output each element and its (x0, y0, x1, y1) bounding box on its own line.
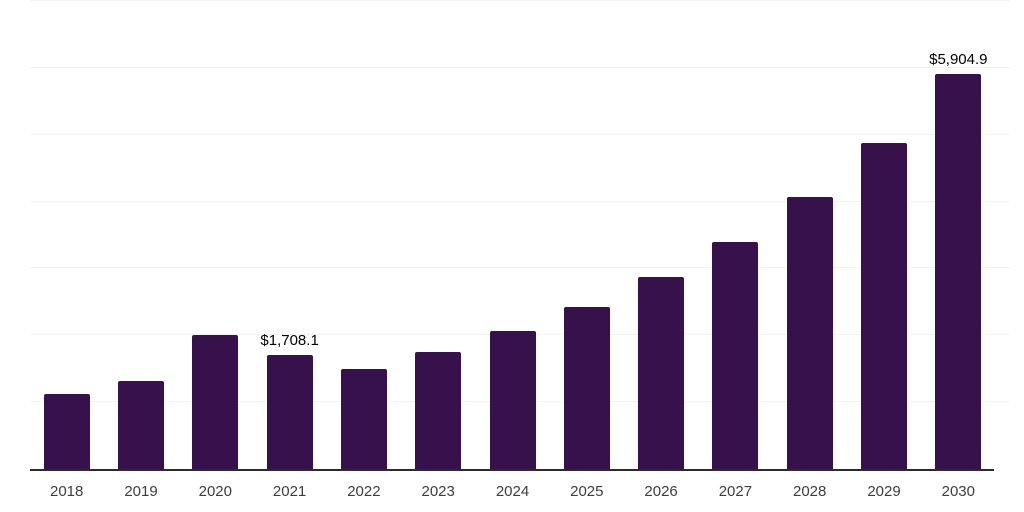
x-tick-label-2020: 2020 (198, 483, 232, 500)
data-label-2030: $5,904.9 (929, 51, 988, 69)
bar-2025 (563, 307, 610, 469)
x-tick-label-2029: 2029 (867, 483, 901, 500)
data-label-2021: $1,708.1 (260, 331, 319, 349)
x-tick-label-2022: 2022 (347, 483, 381, 500)
bar-2027 (712, 241, 759, 469)
gridline-3000 (30, 267, 1010, 269)
x-tick-label-2021: 2021 (272, 483, 307, 500)
bar-2028 (786, 196, 833, 469)
gridline-5000 (30, 133, 1010, 135)
bar-2023 (415, 351, 462, 469)
gridline-6000 (30, 66, 1010, 68)
bar-2022 (340, 369, 387, 469)
bar-2019 (118, 381, 164, 469)
bar-2024 (489, 331, 536, 469)
bar-2021 (266, 354, 313, 469)
x-tick-label-2030: 2030 (941, 483, 975, 500)
x-tick-label-2019: 2019 (124, 483, 158, 500)
x-tick-label-2023: 2023 (421, 483, 455, 500)
bar-2020 (192, 334, 239, 469)
bar-2030 (935, 74, 982, 469)
plot-area: $1,708.1 $5,904.9 (30, 0, 1010, 471)
x-axis-line (30, 469, 994, 471)
x-tick-label-2027: 2027 (718, 483, 753, 500)
x-tick-label-2028: 2028 (793, 483, 827, 500)
bar-2029 (861, 142, 907, 469)
x-tick-label-2018: 2018 (50, 483, 84, 500)
x-tick-label-2026: 2026 (644, 483, 678, 500)
bar-2018 (43, 394, 90, 469)
x-tick-label-2024: 2024 (495, 483, 530, 500)
x-tick-label-2025: 2025 (570, 483, 604, 500)
gridline-4000 (30, 200, 1010, 202)
bar-2026 (638, 277, 685, 469)
gridline-7000 (30, 0, 1010, 1)
